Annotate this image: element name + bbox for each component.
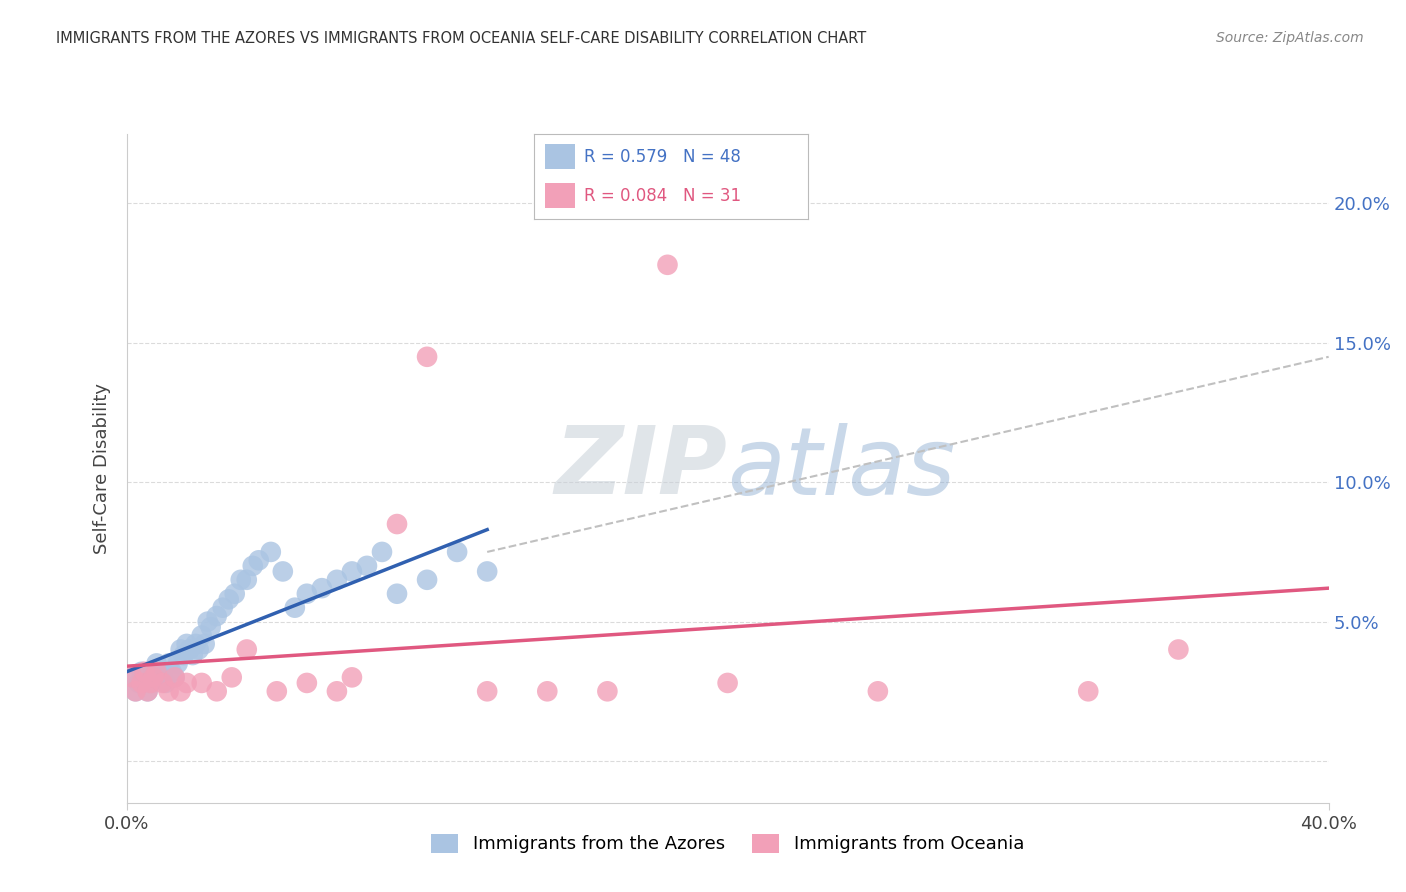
Point <box>145 657 167 671</box>
Bar <box>546 144 575 169</box>
Point <box>1167 642 1189 657</box>
Point <box>160 665 183 679</box>
Point <box>181 648 204 662</box>
Point <box>326 684 349 698</box>
Point <box>416 350 439 364</box>
Point <box>260 545 283 559</box>
Point <box>224 587 246 601</box>
Point <box>596 684 619 698</box>
Point <box>221 670 243 684</box>
Point <box>356 558 378 573</box>
Point <box>136 684 159 698</box>
Point <box>197 615 219 629</box>
Point <box>134 670 156 684</box>
Point <box>371 545 394 559</box>
Legend: Immigrants from the Azores, Immigrants from Oceania: Immigrants from the Azores, Immigrants f… <box>425 827 1031 861</box>
Point <box>385 517 408 532</box>
Text: Source: ZipAtlas.com: Source: ZipAtlas.com <box>1216 31 1364 45</box>
Point <box>136 684 159 698</box>
Point <box>211 600 233 615</box>
Text: atlas: atlas <box>728 423 956 514</box>
Text: IMMIGRANTS FROM THE AZORES VS IMMIGRANTS FROM OCEANIA SELF-CARE DISABILITY CORRE: IMMIGRANTS FROM THE AZORES VS IMMIGRANTS… <box>56 31 866 46</box>
Point <box>131 665 153 679</box>
Point <box>385 587 408 601</box>
Point <box>184 637 207 651</box>
Point <box>416 573 439 587</box>
Point <box>716 676 740 690</box>
Point <box>128 676 150 690</box>
Point <box>152 676 174 690</box>
Point <box>284 600 307 615</box>
Point <box>311 581 333 595</box>
Point <box>121 670 143 684</box>
Point <box>200 620 222 634</box>
Point <box>475 565 498 579</box>
Point <box>139 676 162 690</box>
Point <box>190 629 212 643</box>
Point <box>242 558 264 573</box>
Point <box>187 642 209 657</box>
Point <box>1077 684 1099 698</box>
Bar <box>546 183 575 209</box>
Point <box>247 553 270 567</box>
Point <box>179 642 201 657</box>
Point <box>142 665 165 679</box>
Text: R = 0.084   N = 31: R = 0.084 N = 31 <box>583 186 741 204</box>
Point <box>340 670 363 684</box>
Point <box>266 684 288 698</box>
Point <box>176 676 198 690</box>
Y-axis label: Self-Care Disability: Self-Care Disability <box>93 383 111 554</box>
Point <box>155 676 177 690</box>
Point <box>271 565 294 579</box>
Point <box>157 657 180 671</box>
Point <box>157 684 180 698</box>
Point <box>163 670 186 684</box>
Point <box>145 665 167 679</box>
Point <box>326 573 349 587</box>
Point <box>169 642 191 657</box>
Point <box>866 684 889 698</box>
Point <box>166 657 188 671</box>
Point <box>536 684 558 698</box>
Point <box>134 665 156 679</box>
Point <box>142 670 165 684</box>
Point <box>169 684 191 698</box>
Point <box>446 545 468 559</box>
Text: R = 0.579   N = 48: R = 0.579 N = 48 <box>583 148 741 166</box>
Point <box>295 587 318 601</box>
Text: ZIP: ZIP <box>555 422 728 515</box>
Point <box>190 676 212 690</box>
Point <box>194 637 217 651</box>
Point <box>124 684 146 698</box>
Point <box>205 684 228 698</box>
Point <box>235 642 259 657</box>
Point <box>218 592 240 607</box>
Point <box>121 670 143 684</box>
Point <box>149 670 172 684</box>
Point <box>205 609 228 624</box>
Point <box>657 258 679 272</box>
Point <box>235 573 259 587</box>
Point <box>176 637 198 651</box>
Point <box>163 670 186 684</box>
Point <box>340 565 363 579</box>
Point <box>475 684 498 698</box>
Point <box>173 648 195 662</box>
Point <box>295 676 318 690</box>
Point <box>131 676 153 690</box>
Point <box>139 676 162 690</box>
Point <box>124 684 146 698</box>
Point <box>152 665 174 679</box>
Point <box>229 573 252 587</box>
